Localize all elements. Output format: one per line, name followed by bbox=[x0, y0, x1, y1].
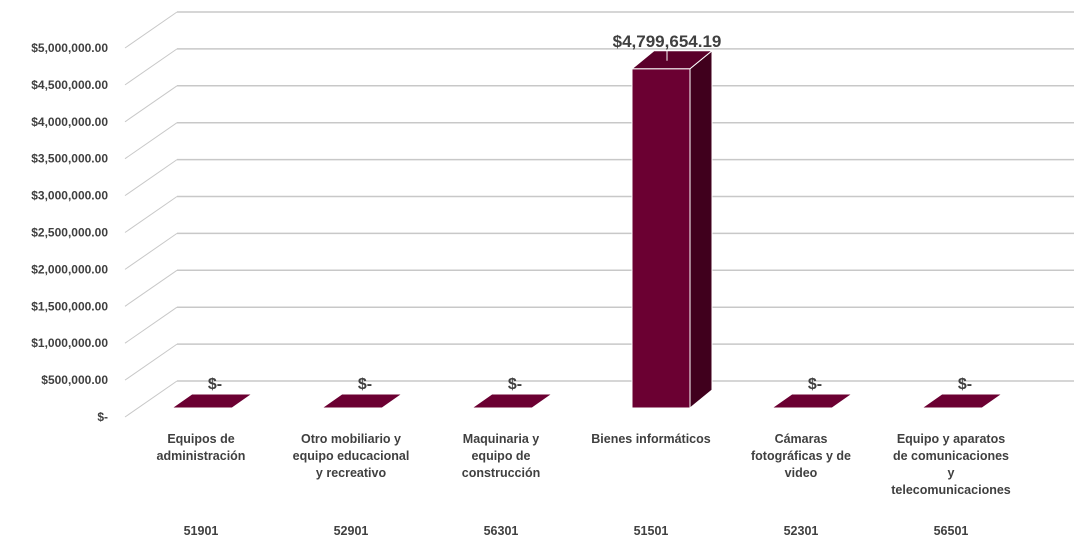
gridline-diagonal bbox=[124, 269, 178, 307]
gridline-diagonal bbox=[124, 122, 178, 160]
bar bbox=[770, 393, 854, 409]
bar bbox=[920, 393, 1004, 409]
category-label: Maquinaria y bbox=[463, 432, 539, 446]
code-label: 52301 bbox=[784, 524, 819, 538]
category-label: construcción bbox=[462, 466, 541, 480]
gridline-diagonal bbox=[124, 159, 178, 197]
data-label: $- bbox=[508, 376, 522, 393]
category-label: Bienes informáticos bbox=[591, 432, 711, 446]
bar bbox=[320, 393, 404, 409]
code-label: 51501 bbox=[634, 524, 669, 538]
bar bbox=[170, 393, 254, 409]
y-tick-label: $3,000,000.00 bbox=[31, 189, 108, 203]
category-label: Otro mobiliario y bbox=[301, 432, 401, 446]
code-label: 56301 bbox=[484, 524, 519, 538]
y-tick-label: $3,500,000.00 bbox=[31, 152, 108, 166]
gridline-diagonal bbox=[124, 196, 178, 233]
bar-front bbox=[631, 68, 691, 409]
gridline-diagonal bbox=[124, 232, 178, 270]
gridlines bbox=[124, 11, 1074, 418]
data-label: $4,799,654.19 bbox=[613, 32, 722, 51]
category-label: de comunicaciones bbox=[893, 449, 1009, 463]
category-label: y bbox=[948, 466, 955, 480]
category-label: Cámaras bbox=[775, 432, 828, 446]
gridline-diagonal bbox=[124, 380, 178, 418]
y-axis-tick-labels: $- $500,000.00 $1,000,000.00 $1,500,000.00 $… bbox=[31, 41, 108, 424]
bar-top bbox=[630, 50, 714, 70]
category-label: equipo educacional bbox=[293, 449, 410, 463]
gridline-diagonal bbox=[124, 343, 178, 381]
bar bbox=[630, 48, 714, 410]
y-tick-label: $5,000,000.00 bbox=[31, 41, 108, 55]
bar-flat bbox=[320, 393, 404, 409]
gridline-diagonal bbox=[124, 306, 178, 344]
category-label: telecomunicaciones bbox=[891, 483, 1011, 497]
y-tick-label: $4,500,000.00 bbox=[31, 78, 108, 92]
bar-flat bbox=[470, 393, 554, 409]
bar bbox=[470, 393, 554, 409]
category-label: Equipos de bbox=[167, 432, 234, 446]
category-label: y recreativo bbox=[316, 466, 387, 480]
category-label: video bbox=[785, 466, 818, 480]
category-label: administración bbox=[157, 449, 246, 463]
data-label: $- bbox=[958, 376, 972, 393]
code-label: 51901 bbox=[184, 524, 219, 538]
gridline-diagonal bbox=[124, 85, 178, 123]
bar-side bbox=[689, 49, 713, 410]
bar-flat bbox=[170, 393, 254, 409]
y-tick-label: $500,000.00 bbox=[41, 373, 108, 387]
y-tick-label: $4,000,000.00 bbox=[31, 115, 108, 129]
gridline-diagonal bbox=[124, 11, 178, 49]
code-labels: 51901 52901 56301 51501 52301 56501 bbox=[184, 524, 969, 538]
bar-flat bbox=[920, 393, 1004, 409]
y-tick-label: $2,000,000.00 bbox=[31, 262, 108, 276]
y-tick-label: $- bbox=[97, 410, 108, 424]
code-label: 52901 bbox=[334, 524, 369, 538]
category-label: Equipo y aparatos bbox=[897, 432, 1005, 446]
bars bbox=[170, 48, 1004, 410]
y-tick-label: $2,500,000.00 bbox=[31, 226, 108, 240]
y-tick-label: $1,000,000.00 bbox=[31, 336, 108, 350]
code-label: 56501 bbox=[934, 524, 969, 538]
data-labels: $- $- $- $4,799,654.19 $- $- bbox=[208, 32, 972, 393]
category-labels: Equipos de administración Otro mobiliario … bbox=[157, 432, 1011, 497]
bar-flat bbox=[770, 393, 854, 409]
data-label: $- bbox=[808, 376, 822, 393]
data-label: $- bbox=[208, 376, 222, 393]
data-label: $- bbox=[358, 376, 372, 393]
category-label: equipo de bbox=[471, 449, 530, 463]
category-label: fotográficas y de bbox=[751, 449, 851, 463]
gridline-diagonal bbox=[124, 48, 178, 86]
y-tick-label: $1,500,000.00 bbox=[31, 299, 108, 313]
